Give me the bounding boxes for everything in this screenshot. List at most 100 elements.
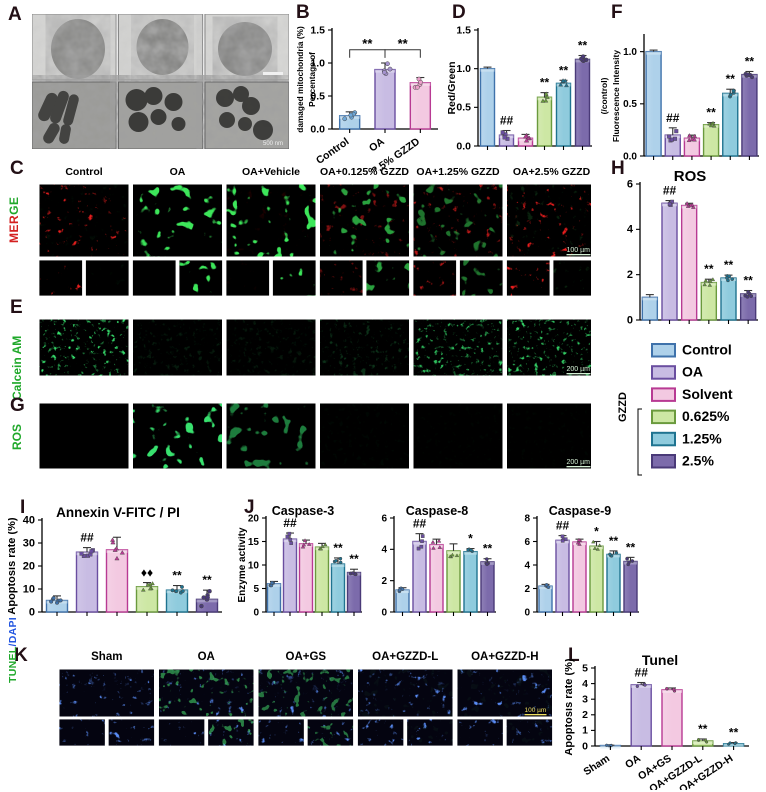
svg-text:Caspase-3: Caspase-3 xyxy=(272,504,335,518)
svg-text:5: 5 xyxy=(582,662,588,674)
svg-text:0.0: 0.0 xyxy=(456,140,471,152)
svg-text:**: ** xyxy=(202,573,212,587)
svg-text:**: ** xyxy=(745,54,755,68)
svg-text:10: 10 xyxy=(248,560,260,571)
svg-text:Enzyme activity: Enzyme activity xyxy=(238,527,248,602)
svg-text:Sham: Sham xyxy=(582,752,613,778)
svg-text:0: 0 xyxy=(627,314,633,326)
svg-text:1.0: 1.0 xyxy=(623,47,637,58)
svg-text:15: 15 xyxy=(248,537,260,548)
svg-text:0.0: 0.0 xyxy=(310,123,325,135)
svg-text:1.25%: 1.25% xyxy=(682,430,722,446)
svg-text:4: 4 xyxy=(582,678,588,690)
svg-text:**: ** xyxy=(540,76,550,90)
svg-text:*: * xyxy=(468,532,473,546)
svg-text:##: ## xyxy=(80,531,94,545)
svg-text:20: 20 xyxy=(23,560,35,572)
svg-text:**: ** xyxy=(578,39,588,53)
svg-text:0.5: 0.5 xyxy=(623,99,637,110)
svg-text:Apoptosis rate (%): Apoptosis rate (%) xyxy=(565,658,575,756)
svg-text:10: 10 xyxy=(23,583,35,595)
svg-text:30: 30 xyxy=(23,537,35,549)
svg-text:1: 1 xyxy=(582,725,588,737)
svg-text:**: ** xyxy=(559,63,569,77)
svg-text:0: 0 xyxy=(253,607,259,618)
svg-text:**: ** xyxy=(706,106,716,120)
svg-text:♦♦: ♦♦ xyxy=(141,566,153,580)
svg-text:Annexin V-FITC / PI: Annexin V-FITC / PI xyxy=(56,505,180,520)
svg-text:**: ** xyxy=(726,72,736,86)
svg-text:OA+GS: OA+GS xyxy=(286,651,327,663)
svg-text:6: 6 xyxy=(381,513,387,524)
svg-text:40: 40 xyxy=(23,514,35,526)
svg-text:**: ** xyxy=(724,258,734,272)
svg-text:OA+0.125% GZZD: OA+0.125% GZZD xyxy=(320,166,409,178)
svg-text:Percentage of: Percentage of xyxy=(307,52,317,107)
svg-text:ROS: ROS xyxy=(674,168,707,185)
svg-text:Caspase-9: Caspase-9 xyxy=(549,504,612,518)
svg-text:##: ## xyxy=(666,111,680,125)
svg-text:OA+2.5% GZZD: OA+2.5% GZZD xyxy=(513,166,591,178)
svg-text:0.0: 0.0 xyxy=(623,151,637,162)
svg-text:**: ** xyxy=(398,36,409,51)
svg-text:OA: OA xyxy=(170,166,186,178)
svg-text:**: ** xyxy=(362,36,373,51)
svg-text:**: ** xyxy=(626,540,636,554)
svg-text:0.5: 0.5 xyxy=(456,102,471,114)
svg-text:6: 6 xyxy=(524,537,530,548)
svg-text:1.5: 1.5 xyxy=(310,24,325,36)
svg-text:Sham: Sham xyxy=(91,651,122,663)
svg-text:**: ** xyxy=(333,541,343,555)
svg-text:Control: Control xyxy=(65,166,102,178)
svg-text:OA: OA xyxy=(367,135,387,154)
svg-text:**: ** xyxy=(704,262,714,276)
svg-text:2.5%: 2.5% xyxy=(682,453,714,469)
svg-text:OA+1.25% GZZD: OA+1.25% GZZD xyxy=(416,166,500,178)
svg-text:500 nm: 500 nm xyxy=(263,141,283,147)
svg-text:damaged mitochondria (%): damaged mitochondria (%) xyxy=(296,26,305,133)
svg-text:200 µm: 200 µm xyxy=(567,459,591,466)
svg-text:**: ** xyxy=(698,722,708,736)
svg-text:6: 6 xyxy=(627,178,633,190)
svg-text:2: 2 xyxy=(524,584,530,595)
svg-text:0: 0 xyxy=(582,740,588,752)
svg-text:8: 8 xyxy=(524,513,530,524)
svg-text:200 µm: 200 µm xyxy=(567,366,591,373)
svg-text:**: ** xyxy=(729,726,739,740)
svg-text:**: ** xyxy=(483,542,493,556)
svg-text:2: 2 xyxy=(627,269,633,281)
svg-text:1.0: 1.0 xyxy=(456,63,471,75)
svg-text:4: 4 xyxy=(524,560,530,571)
svg-text:100 µm: 100 µm xyxy=(525,707,547,714)
svg-text:Solvent: Solvent xyxy=(682,386,733,402)
svg-text:0: 0 xyxy=(29,606,35,618)
svg-text:**: ** xyxy=(743,274,753,288)
svg-text:OA+GZZD-H: OA+GZZD-H xyxy=(471,651,538,663)
svg-text:1.5: 1.5 xyxy=(456,24,471,36)
svg-text:**: ** xyxy=(349,552,359,566)
svg-text:4: 4 xyxy=(627,224,634,236)
svg-text:(/control): (/control) xyxy=(600,77,609,114)
svg-text:3: 3 xyxy=(582,694,588,706)
svg-text:OA: OA xyxy=(682,364,703,380)
svg-text:0.625%: 0.625% xyxy=(682,408,730,424)
svg-text:OA+Vehicle: OA+Vehicle xyxy=(242,166,300,178)
svg-text:**: ** xyxy=(172,569,182,583)
svg-text:100 µm: 100 µm xyxy=(567,247,591,254)
svg-text:0: 0 xyxy=(524,607,530,618)
svg-text:Control: Control xyxy=(682,342,732,358)
svg-text:20: 20 xyxy=(248,513,260,524)
svg-text:*: * xyxy=(594,525,599,539)
svg-text:2: 2 xyxy=(381,576,387,587)
svg-text:##: ## xyxy=(413,517,427,531)
svg-text:2: 2 xyxy=(582,709,588,721)
svg-text:##: ## xyxy=(500,114,514,128)
svg-text:##: ## xyxy=(635,666,649,680)
svg-text:Fluorescence Intensity: Fluorescence Intensity xyxy=(611,50,621,142)
svg-text:OA: OA xyxy=(623,752,643,771)
svg-text:OA+GZZD-L: OA+GZZD-L xyxy=(372,651,438,663)
svg-text:Control: Control xyxy=(314,136,352,167)
svg-text:##: ## xyxy=(556,519,570,533)
svg-text:5: 5 xyxy=(253,584,259,595)
svg-text:##: ## xyxy=(283,516,297,530)
